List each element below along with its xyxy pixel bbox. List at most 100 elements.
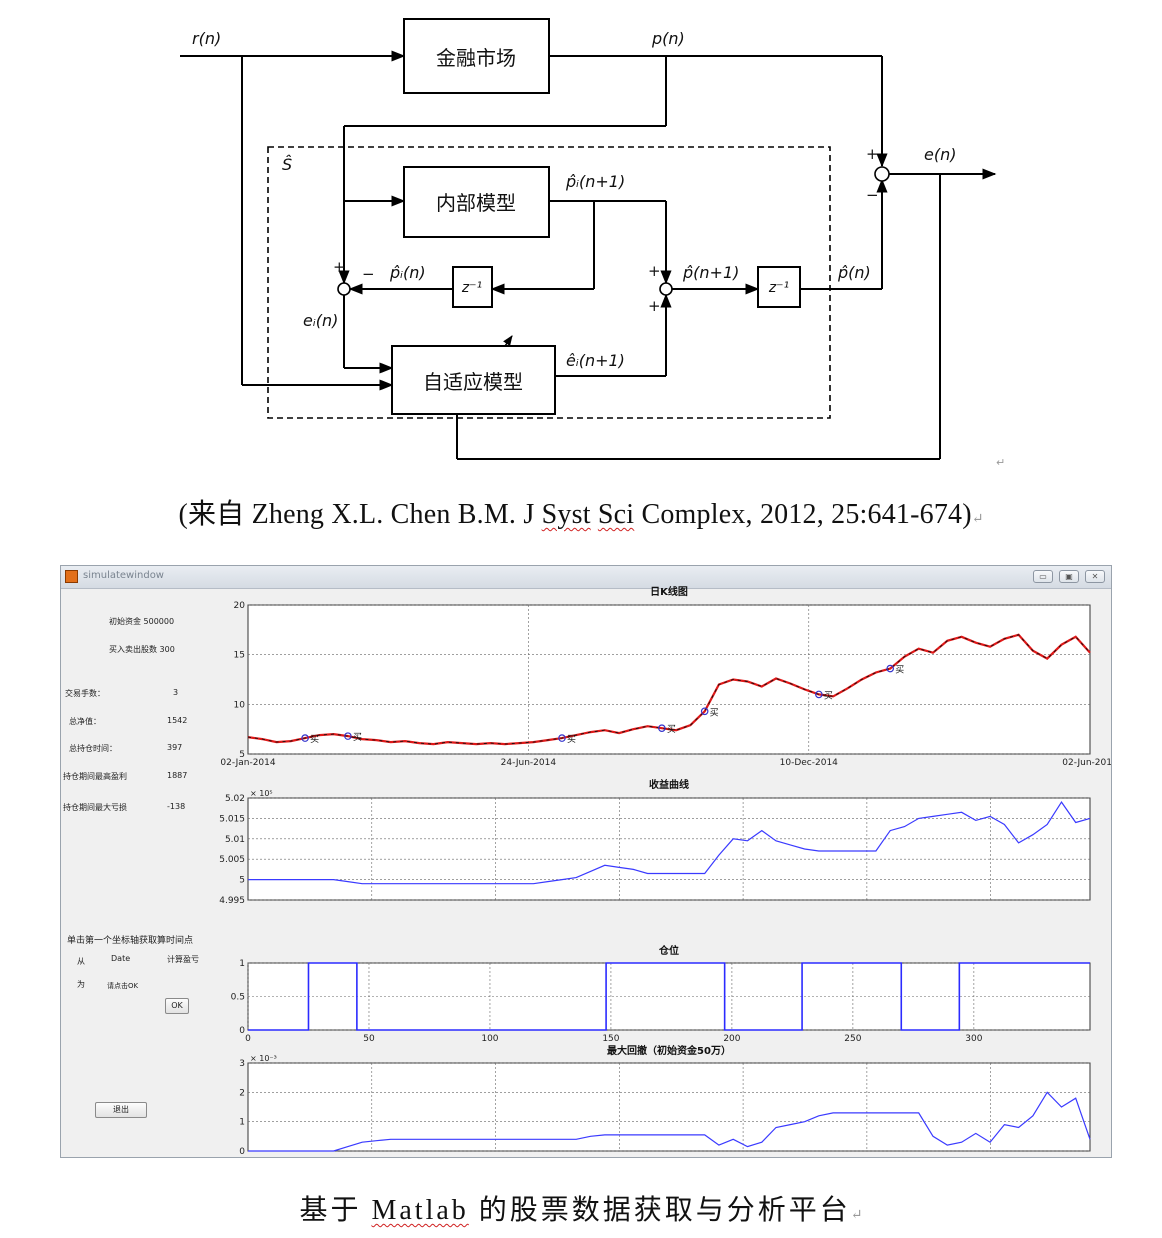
chart-0-buy-point [301, 734, 309, 742]
chart-1-axes [247, 797, 1091, 901]
ok-button[interactable]: OK [165, 998, 189, 1014]
citation-space [591, 499, 598, 530]
delay-2-label: z⁻¹ [768, 280, 789, 296]
chart-1-multiplier: × 10⁵ [250, 789, 273, 798]
chart-0-buy-point [815, 690, 823, 699]
chart-2-ytick: 1 [239, 959, 245, 969]
chart-2-ytick: 0.5 [231, 993, 245, 1003]
sign-minus-2: − [866, 186, 879, 204]
sign-plus-3: + [648, 297, 661, 315]
stat-value-max-profit: 1887 [167, 771, 188, 780]
minimize-button[interactable]: ▭ [1033, 570, 1053, 583]
signal-pi-hat-next: p̂ᵢ(n+1) [565, 172, 625, 191]
chart-0-buy-label: 买 [353, 732, 362, 743]
stat-value-max-loss: -138 [167, 802, 186, 811]
market-label: 金融市场 [436, 46, 516, 70]
matlab-simulate-window: simulatewindow ▭ ▣ ✕ 初始资金 500000 买入卖出股数 … [60, 565, 1112, 1158]
chart-1-ytick: 5.02 [225, 794, 245, 804]
chart-0-title: 日K线图 [650, 585, 688, 598]
chart-0-buy-point [658, 724, 666, 732]
maximize-button[interactable]: ▣ [1059, 570, 1079, 583]
chart-2-xtick: 300 [965, 1034, 982, 1044]
stat-value-trades: 3 [173, 688, 179, 697]
matlab-app-icon [65, 570, 78, 583]
chart-0-buy-label: 买 [824, 690, 833, 701]
chart-0-xtick: 02-Jun-2015 [1062, 758, 1111, 768]
internal-model-block [403, 166, 550, 238]
chart-3-axes [247, 1062, 1091, 1152]
platform-caption: 基于 Matlab 的股票数据获取与分析平台↵ [0, 1188, 1162, 1228]
signal-ei-hat-next: êᵢ(n+1) [566, 351, 625, 370]
caption-part-2: 的股票数据获取与分析平台 [468, 1195, 851, 1226]
shares-label: 买入卖出股数 300 [109, 645, 175, 654]
window-title: simulatewindow [83, 570, 164, 581]
initial-capital-label: 初始资金 500000 [109, 617, 175, 626]
citation-part-2: Complex, 2012, 25:641-674) [634, 499, 972, 530]
chart-2-ytick: 0 [239, 1026, 245, 1036]
market-block [403, 18, 550, 94]
chart-2-xtick: 150 [602, 1034, 619, 1044]
chart-2-title: 仓位 [658, 944, 679, 957]
exit-button[interactable]: 退出 [95, 1102, 147, 1118]
stat-label-trades: 交易手数： [65, 689, 105, 698]
chart-0-ytick: 5 [239, 750, 245, 760]
signal-p: p(n) [651, 29, 685, 48]
chart-2-xtick: 0 [245, 1034, 251, 1044]
stat-value-holding-time: 397 [167, 743, 183, 752]
caption-part-1: 基于 [299, 1195, 372, 1226]
chart-2-position-line [248, 962, 1090, 1031]
chart-3-multiplier: × 10⁻³ [250, 1054, 277, 1063]
chart-3-ytick: 1 [239, 1118, 245, 1128]
chart-0-xtick: 24-Jun-2014 [501, 758, 557, 768]
summing-node-2 [659, 282, 673, 296]
signal-ei: eᵢ(n) [303, 311, 338, 330]
chart-1-line [248, 801, 1091, 885]
chart-2-xtick: 50 [363, 1034, 375, 1044]
stat-label-holding-time: 总持仓时间： [69, 744, 117, 753]
paragraph-mark: ↵ [996, 456, 1005, 469]
chart-0-buy-label: 买 [895, 665, 904, 676]
chart-3-ytick: 2 [239, 1088, 245, 1098]
chart-2-xtick: 100 [481, 1034, 498, 1044]
estimator-boundary [267, 146, 831, 419]
instruction-label: 单击第一个坐标轴获取算时间点 [67, 936, 194, 946]
diagram-citation: (来自 Zheng X.L. Chen B.M. J Syst Sci Comp… [0, 492, 1162, 532]
stat-label-max-profit: 持仓期间最高盈利 [63, 772, 127, 781]
sign-plus-1: + [333, 258, 346, 276]
chart-0-buy-label: 买 [310, 734, 319, 745]
chart-0-ytick: 15 [234, 651, 245, 661]
signal-p-hat: p̂(n) [837, 263, 871, 282]
chart-1-ytick: 5.005 [219, 855, 245, 865]
confirm-hint: 请点击OK [107, 982, 139, 990]
signal-pi-hat: p̂ᵢ(n) [389, 263, 426, 282]
stat-value-net-value: 1542 [167, 716, 188, 725]
chart-1-ytick: 5.01 [225, 835, 245, 845]
close-button[interactable]: ✕ [1085, 570, 1105, 583]
chart-2-xtick: 250 [844, 1034, 861, 1044]
delay-block-1 [452, 266, 493, 308]
chart-0-xtick: 02-Jan-2014 [220, 758, 276, 768]
internal-model-label: 内部模型 [436, 191, 516, 215]
calc-pnl-label: 计算盈亏 [167, 955, 199, 964]
summing-node-3 [874, 166, 890, 182]
citation-part-1: (来自 Zheng X.L. Chen B.M. J [178, 499, 542, 530]
adaptive-model-block [391, 345, 556, 415]
signal-e: e(n) [924, 145, 956, 164]
chart-0-buy-label: 买 [567, 734, 576, 745]
sign-plus-2: + [648, 262, 661, 280]
control-block-diagram: 金融市场 内部模型 自适应模型 z⁻¹ z⁻¹ r(n) p(n) e(n) Ŝ… [180, 18, 1005, 469]
chart-0-buy-point [700, 707, 709, 716]
chart-3-line [248, 1091, 1091, 1152]
window-titlebar[interactable]: simulatewindow ▭ ▣ ✕ [61, 566, 1111, 589]
chart-0-xtick: 10-Dec-2014 [780, 758, 839, 768]
chart-3-title: 最大回撤（初始资金50万） [607, 1044, 731, 1057]
sign-minus-1: − [362, 265, 375, 283]
adaptive-model-label: 自适应模型 [423, 370, 523, 394]
citation-word-syst: Syst [541, 499, 591, 530]
chart-1-title: 收益曲线 [649, 778, 689, 791]
sign-plus-4: + [866, 145, 879, 163]
caption-word-matlab: Matlab [371, 1195, 469, 1226]
delay-block-2 [757, 266, 801, 308]
chart-3-ytick: 3 [239, 1059, 245, 1069]
